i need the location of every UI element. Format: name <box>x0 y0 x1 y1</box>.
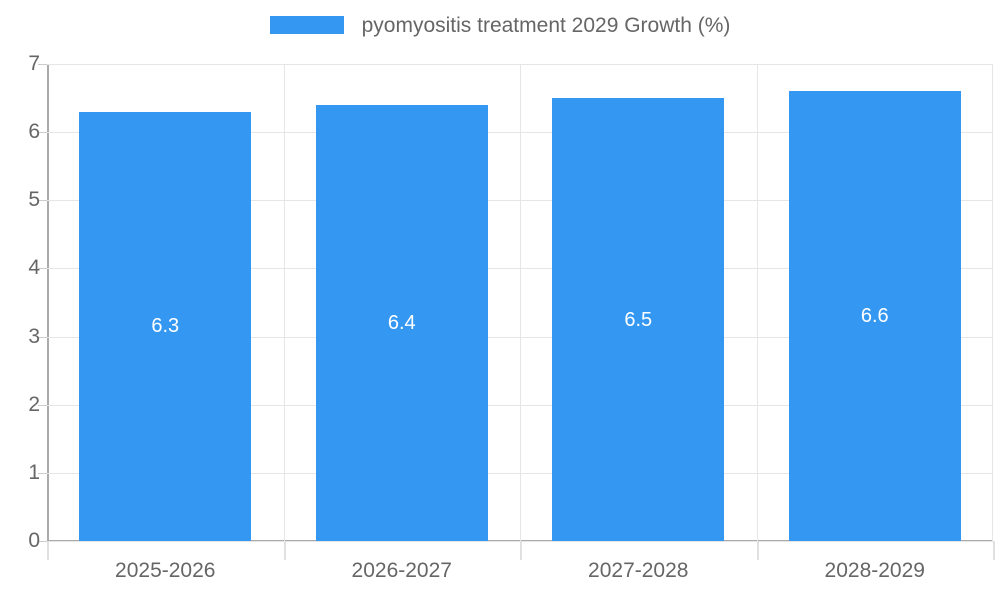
chart-legend: pyomyositis treatment 2029 Growth (%) <box>0 0 1000 50</box>
x-tick-mark-1 <box>283 541 286 560</box>
bar-value-label-2028-2029: 6.6 <box>860 305 889 328</box>
y-tick-mark-7 <box>38 64 47 65</box>
y-tick-mark-3 <box>38 336 47 338</box>
plot-right-border <box>992 64 993 541</box>
y-tick-mark-4 <box>38 268 47 270</box>
bar-2028-2029[interactable]: 6.6 <box>788 91 961 541</box>
y-tick-label-6: 6 <box>28 120 40 144</box>
y-tick-label-1: 1 <box>28 460 40 484</box>
legend-color-swatch <box>269 16 344 34</box>
x-tick-mark-4 <box>993 541 995 560</box>
y-tick-label-7: 7 <box>28 52 40 75</box>
bar-2027-2028[interactable]: 6.5 <box>552 98 725 541</box>
x-tick-mark-3 <box>756 541 759 560</box>
y-tick-label-2: 2 <box>28 392 40 416</box>
bar-2026-2027[interactable]: 6.4 <box>315 104 488 541</box>
category-divider-2 <box>520 64 521 541</box>
y-tick-label-0: 0 <box>28 529 40 552</box>
legend-label: pyomyositis treatment 2029 Growth (%) <box>361 13 731 37</box>
bar-value-label-2025-2026: 6.3 <box>151 315 180 338</box>
y-tick-mark-1 <box>38 472 47 474</box>
y-tick-label-3: 3 <box>28 324 40 348</box>
plot-area: 6.3 6.4 6.5 6.6 <box>47 64 993 542</box>
category-divider-3 <box>756 64 758 541</box>
x-tick-label-2026-2027: 2026-2027 <box>351 559 452 582</box>
y-tick-mark-6 <box>38 132 47 134</box>
x-tick-mark-2 <box>520 541 522 560</box>
x-tick-label-2025-2026: 2025-2026 <box>115 559 216 582</box>
bar-value-label-2027-2028: 6.5 <box>624 308 653 331</box>
category-divider-1 <box>283 64 285 541</box>
y-tick-label-4: 4 <box>28 256 40 280</box>
y-tick-label-5: 5 <box>28 188 40 212</box>
x-tick-label-2027-2028: 2027-2028 <box>588 559 689 582</box>
legend-item[interactable]: pyomyositis treatment 2029 Growth (%) <box>269 13 731 37</box>
bar-value-label-2026-2027: 6.4 <box>387 311 416 334</box>
y-axis-line <box>47 64 49 541</box>
x-tick-mark-0 <box>47 541 49 560</box>
y-tick-mark-0 <box>38 541 47 542</box>
x-tick-label-2028-2029: 2028-2029 <box>824 559 925 582</box>
bar-2025-2026[interactable]: 6.3 <box>79 111 252 541</box>
y-tick-mark-5 <box>38 200 47 202</box>
y-tick-mark-2 <box>38 404 47 406</box>
